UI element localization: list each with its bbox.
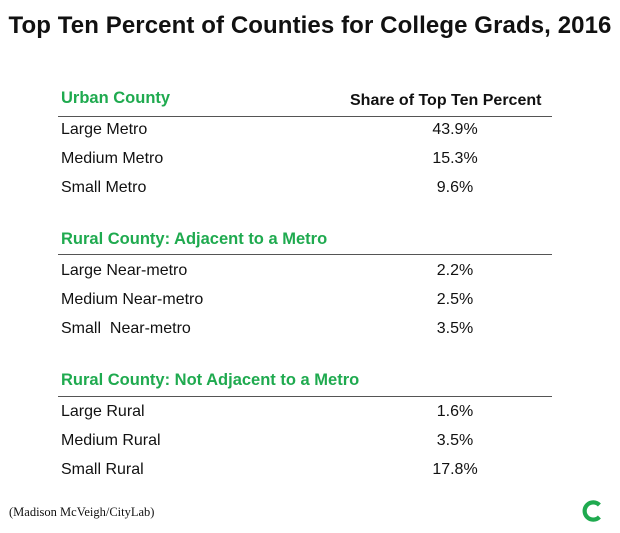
- divider-rural-not-adjacent: [58, 396, 552, 397]
- chart-title: Top Ten Percent of Counties for College …: [8, 12, 612, 39]
- row-label: Medium Metro: [61, 150, 164, 167]
- row-value: 3.5%: [436, 320, 474, 337]
- divider-rural-adjacent: [58, 254, 552, 255]
- group-heading-urban: Urban County: [61, 89, 171, 107]
- group-heading-rural-not-adjacent: Rural County: Not Adjacent to a Metro: [61, 371, 360, 389]
- row-label: Small Near-metro: [61, 320, 191, 337]
- row-value: 17.8%: [432, 461, 478, 478]
- row-value: 1.6%: [436, 403, 474, 420]
- row-value: 2.2%: [436, 262, 474, 279]
- row-label: Large Near-metro: [61, 262, 188, 279]
- citylab-logo-icon: [582, 500, 601, 522]
- row-label: Medium Rural: [61, 432, 161, 449]
- row-value: 43.9%: [432, 121, 478, 138]
- row-value: 2.5%: [436, 291, 474, 308]
- row-label: Large Rural: [61, 403, 145, 420]
- row-label: Small Rural: [61, 461, 144, 478]
- row-label: Medium Near-metro: [61, 291, 204, 308]
- group-heading-rural-adjacent: Rural County: Adjacent to a Metro: [61, 230, 328, 248]
- source-credit: (Madison McVeigh/CityLab): [9, 505, 155, 519]
- row-value: 15.3%: [432, 150, 478, 167]
- column-header-share: Share of Top Ten Percent: [350, 92, 542, 109]
- row-value: 9.6%: [436, 179, 474, 196]
- row-label: Large Metro: [61, 121, 148, 138]
- row-label: Small Metro: [61, 179, 147, 196]
- row-value: 3.5%: [436, 432, 474, 449]
- divider-urban: [58, 116, 552, 117]
